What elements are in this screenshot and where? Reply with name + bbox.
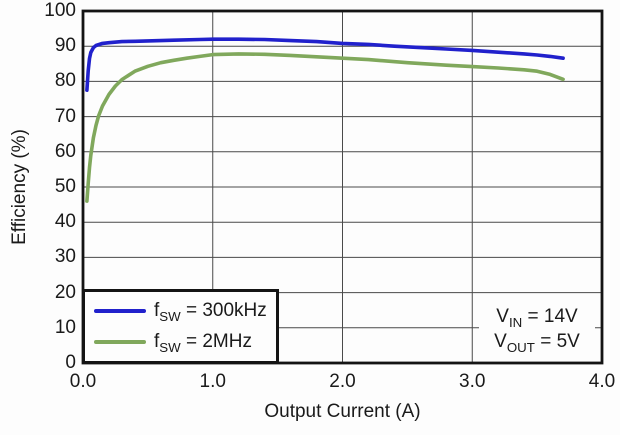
y-tick-label: 80: [54, 70, 76, 92]
anno-part: = 14V: [522, 306, 578, 327]
y-axis-title: Efficiency (%): [9, 129, 30, 245]
y-tick-label: 90: [54, 35, 76, 57]
legend-label-300khz: fSW = 300kHz: [154, 300, 267, 325]
series-curve-0: [85, 37, 565, 92]
y-tick-label: 30: [54, 246, 76, 268]
y-tick-label: 0: [65, 352, 76, 373]
x-tick-label: 4.0: [588, 371, 616, 392]
anno-subscript: IN: [508, 314, 523, 330]
y-tick-label: 40: [54, 211, 76, 233]
y-tick-label: 20: [54, 281, 76, 303]
anno-part: = 5V: [534, 331, 580, 352]
legend-label-part: = 2MHz: [180, 330, 252, 352]
legend-label-subscript: SW: [159, 309, 181, 325]
legend-line-sample-300khz: [94, 309, 146, 314]
legend-entry-300khz: fSW = 300kHz: [94, 300, 272, 325]
legend-label-part: = 300kHz: [180, 300, 267, 322]
x-tick-label: 0.0: [69, 371, 97, 392]
vin-value: VIN = 14V: [479, 304, 595, 329]
y-tick-label: 50: [54, 176, 76, 197]
x-tick-label: 3.0: [459, 371, 486, 392]
legend-label-part: f: [154, 330, 160, 352]
y-tick-label: 70: [54, 105, 76, 127]
series-curve-1: [85, 52, 565, 203]
legend-label-2mhz: fSW = 2MHz: [154, 330, 252, 355]
y-tick-label: 100: [44, 0, 76, 21]
anno-part: V: [494, 331, 507, 352]
legend: fSW = 300kHz fSW = 2MHz: [82, 289, 279, 364]
y-tick-label: 10: [54, 316, 76, 338]
y-tick-label: 60: [54, 140, 76, 162]
x-axis-title: Output Current (A): [264, 401, 421, 422]
legend-entry-2mhz: fSW = 2MHz: [94, 330, 272, 355]
x-tick-label: 1.0: [199, 371, 226, 392]
anno-subscript: OUT: [506, 339, 535, 355]
legend-line-sample-2mhz: [94, 339, 146, 344]
x-tick-label: 2.0: [329, 371, 356, 392]
legend-label-part: f: [154, 300, 160, 322]
anno-part: V: [496, 306, 509, 327]
legend-label-subscript: SW: [159, 339, 181, 355]
vout-value: VOUT = 5V: [479, 329, 595, 354]
operating-conditions-annotation: VIN = 14V VOUT = 5V: [479, 302, 595, 356]
